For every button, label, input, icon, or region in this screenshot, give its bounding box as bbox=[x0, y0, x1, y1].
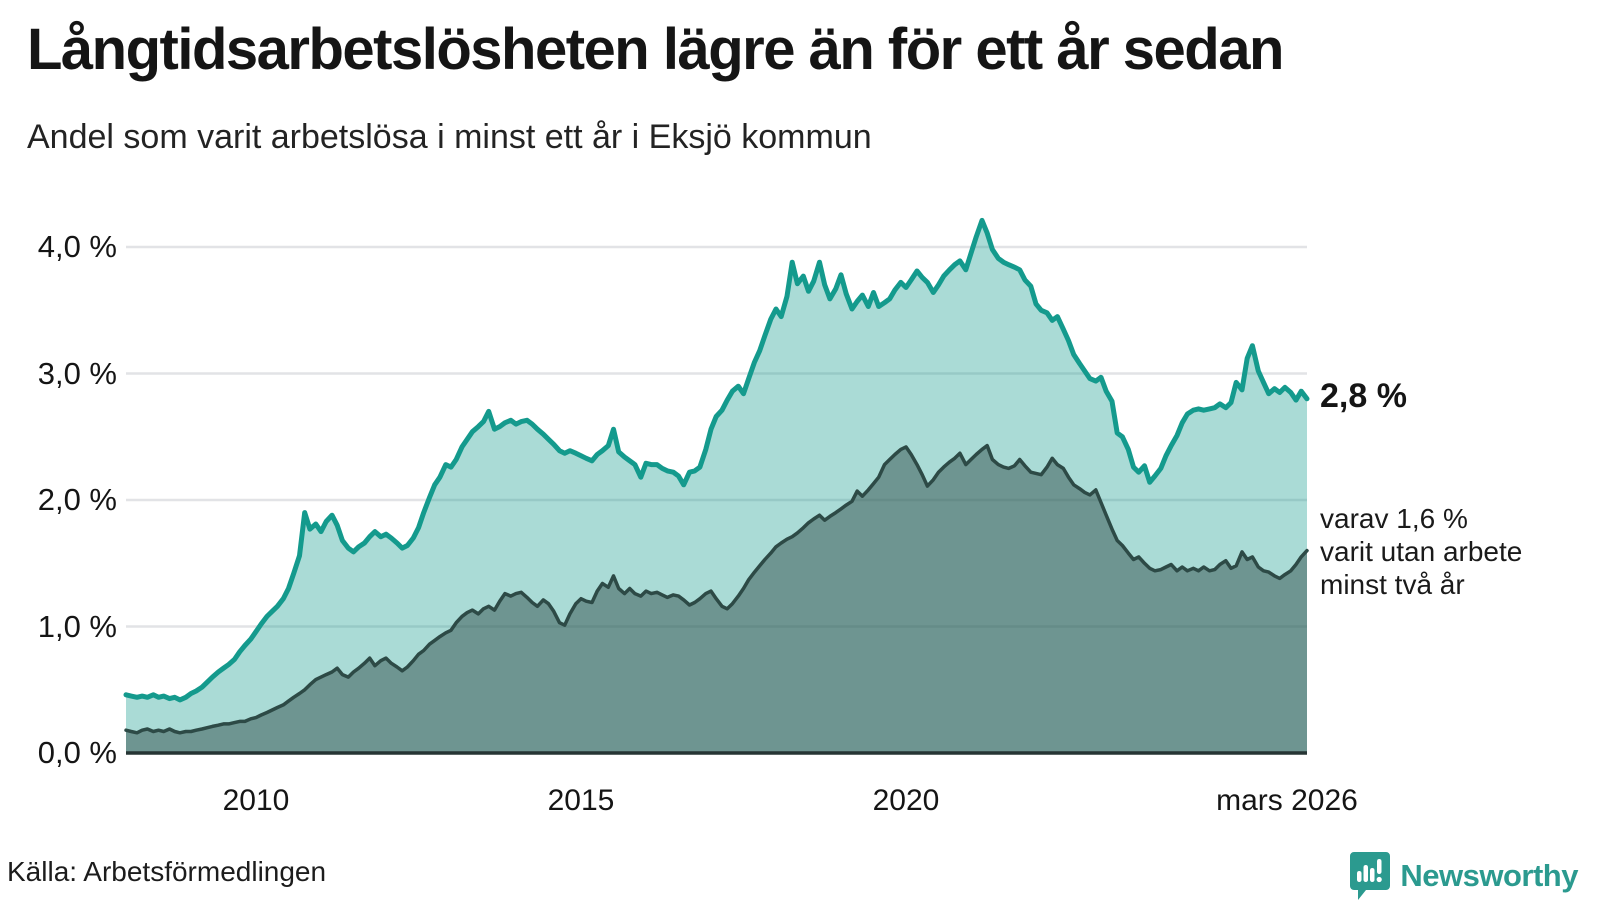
line-at-least-one-year bbox=[123, 217, 1310, 703]
newsworthy-logo[interactable]: Newsworthy bbox=[1350, 852, 1578, 900]
source-note: Källa: Arbetsförmedlingen bbox=[7, 856, 327, 887]
y-tick-label: 2,0 % bbox=[37, 482, 117, 517]
area-chart bbox=[123, 217, 1310, 755]
secondary-value-line: varav 1,6 % bbox=[1320, 503, 1468, 534]
x-tick-label: 2015 bbox=[547, 784, 615, 817]
newsworthy-logo-icon bbox=[1350, 852, 1391, 900]
x-tick-label: 2020 bbox=[872, 784, 940, 817]
secondary-value-line: varit utan arbete bbox=[1320, 536, 1523, 567]
y-tick-label: 4,0 % bbox=[37, 229, 117, 264]
latest-value-label: 2,8 % bbox=[1320, 377, 1407, 415]
x-tick-label: 2010 bbox=[222, 784, 290, 817]
x-tick-label: mars 2026 bbox=[1216, 784, 1358, 817]
secondary-value-label: varav 1,6 % varit utan arbete minst två … bbox=[1320, 502, 1522, 601]
y-tick-label: 0,0 % bbox=[37, 735, 117, 770]
area-at-least-one-year bbox=[126, 220, 1307, 753]
page-title: Långtidsarbetslösheten lägre än för ett … bbox=[27, 17, 1284, 82]
page-subtitle: Andel som varit arbetslösa i minst ett å… bbox=[27, 118, 872, 156]
line-at-least-two-years bbox=[124, 443, 1309, 735]
y-tick-label: 3,0 % bbox=[37, 355, 117, 391]
y-tick-label: 1,0 % bbox=[37, 608, 117, 644]
newsworthy-logo-text: Newsworthy bbox=[1400, 858, 1578, 893]
secondary-value-line: minst två år bbox=[1320, 569, 1465, 600]
